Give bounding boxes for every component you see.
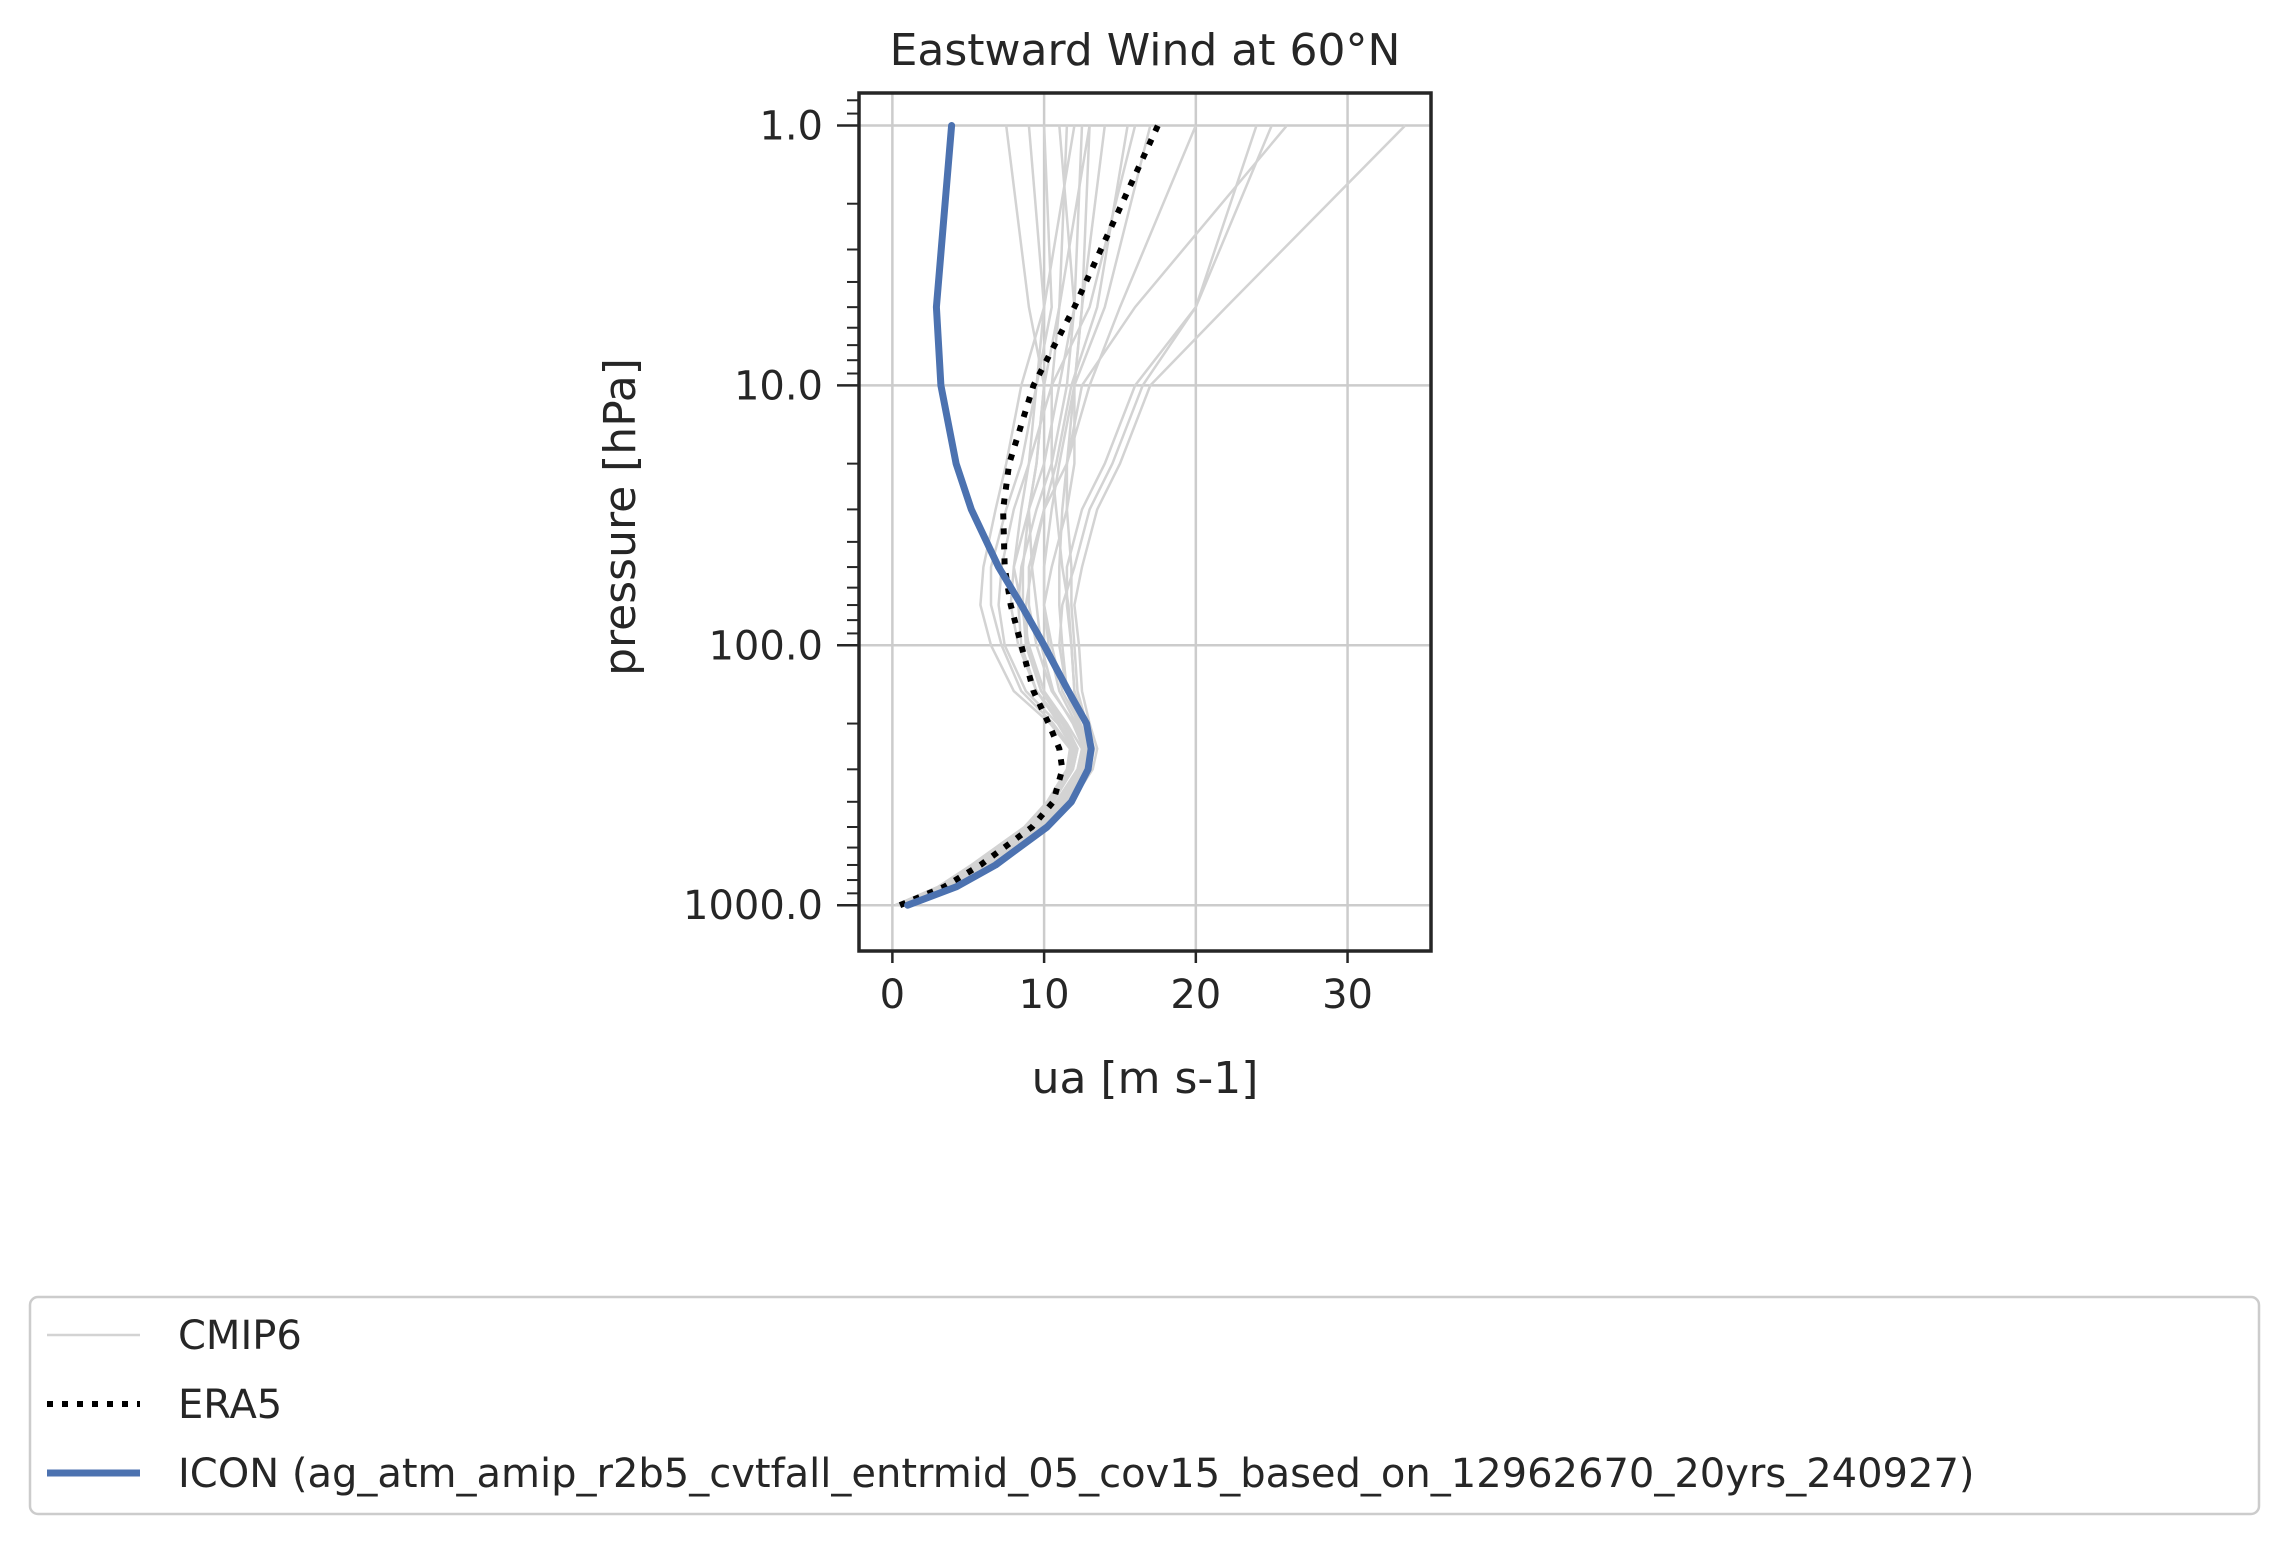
y-tick-label: 1.0 [759, 103, 823, 149]
cmip6-line [896, 125, 1137, 907]
x-tick-label: 30 [1322, 972, 1373, 1018]
legend-box [28, 1295, 2261, 1516]
x-tick-label: 20 [1170, 972, 1221, 1018]
axis-ticks: 0 10 20 30 1.0 10.0 100.0 1000.0 [683, 99, 1373, 1018]
y-tick-label: 100.0 [708, 623, 823, 669]
chart-title: Eastward Wind at 60°N [890, 25, 1401, 76]
cmip6-line [899, 125, 1152, 907]
cmip6-line [894, 125, 1076, 907]
x-tick-label: 10 [1019, 972, 1070, 1018]
y-tick-label: 1000.0 [683, 883, 823, 929]
icon-line [904, 122, 1095, 909]
y-tick-label: 10.0 [734, 363, 823, 409]
legend-label: CMIP6 [178, 1313, 302, 1359]
cmip6-line [894, 125, 1076, 907]
cmip6-line [904, 124, 1407, 907]
x-axis-label: ua [m s-1] [1032, 1053, 1259, 1104]
cmip6-line [902, 125, 1094, 907]
x-tick-label: 0 [880, 972, 905, 1018]
legend-label: ERA5 [178, 1382, 282, 1428]
y-axis-label: pressure [hPa] [595, 358, 646, 676]
series-layer [894, 122, 1407, 909]
era5-line [898, 124, 1161, 908]
legend-label: ICON (ag_atm_amip_r2b5_cvtfall_entrmid_0… [178, 1451, 1975, 1497]
plot-frame [857, 91, 1433, 953]
legend: CMIP6 ERA5 ICON (ag_atm_amip_r2b5_cvtfall_… [28, 1295, 2261, 1516]
